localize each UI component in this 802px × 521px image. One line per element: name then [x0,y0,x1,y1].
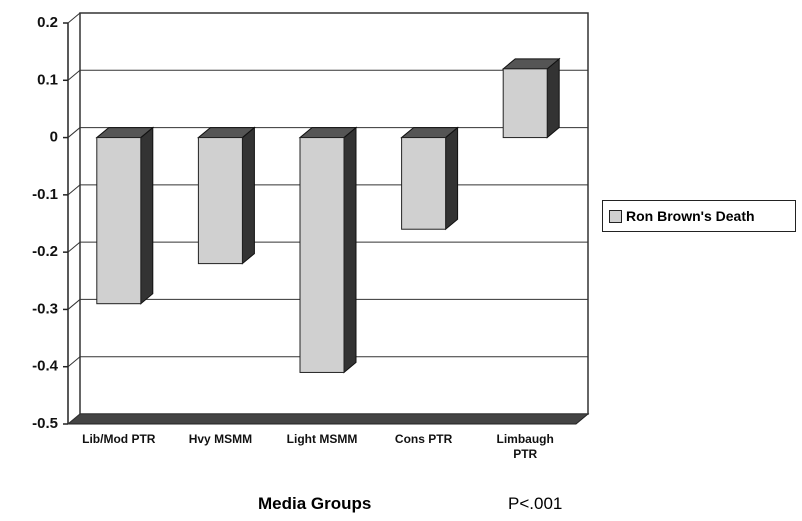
y-tick-label: -0.5 [32,415,58,432]
bar-side [546,57,560,139]
legend-swatch [609,209,622,223]
x-tick-label: Light MSMM [286,432,358,446]
bar [502,68,548,139]
grid-line [67,127,81,138]
y-tick-label: -0.2 [32,243,58,260]
x-tick-label: Lib/Mod PTR [82,432,156,446]
y-tick-label: -0.1 [32,186,58,203]
grid-line [67,241,81,253]
y-tick-label: 0.1 [37,71,58,88]
y-tick-label: -0.3 [32,300,58,317]
y-tick-label: 0.2 [37,14,58,31]
bar [96,137,142,305]
legend: Ron Brown's Death [602,200,796,232]
x-axis-title: Media Groups [258,494,372,513]
grid-line [67,413,81,425]
grid-line [67,184,81,196]
bar-side [140,126,154,305]
legend-label: Ron Brown's Death [626,208,755,224]
y-tick-label: 0 [50,129,58,146]
bar-side [445,126,459,231]
grid-line [67,69,81,81]
x-tick-label: Limbaugh PTR [496,432,554,461]
bar [299,137,345,373]
bar-side [241,126,255,265]
bar [401,137,447,230]
x-tick-label: Cons PTR [394,432,453,446]
grid-line [67,12,81,24]
annotation: P<.001 [508,494,563,513]
x-tick-label: Hvy MSMM [188,432,253,446]
bar-side [343,126,357,374]
y-tick-label: -0.4 [32,358,59,375]
bar [197,137,243,265]
grid-line [67,356,81,368]
grid-line [67,299,81,310]
floor [66,413,590,425]
